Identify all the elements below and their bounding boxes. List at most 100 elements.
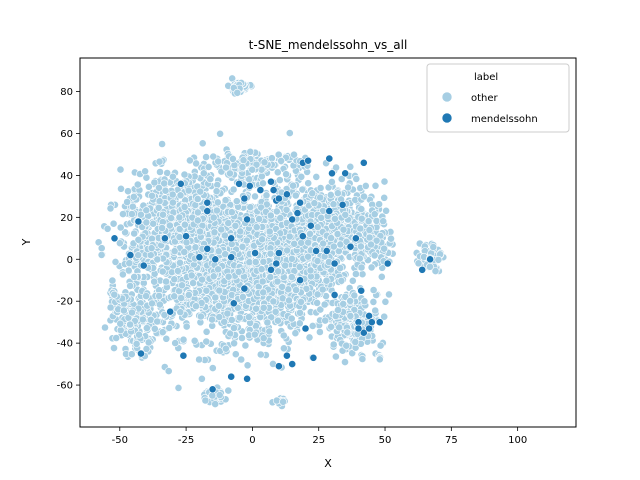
point-other [287,273,296,281]
point-other [327,322,335,331]
point-mendelssohn [418,265,427,274]
point-other [277,156,285,165]
point-other [266,249,275,258]
point-other [414,259,423,268]
point-other [121,228,129,237]
point-other [317,213,326,222]
point-other [357,205,366,213]
point-mendelssohn [309,353,318,362]
point-other [258,277,267,286]
point-other [370,251,379,260]
point-other [116,165,125,174]
y-tick-label: 40 [60,171,73,182]
point-other [356,224,365,233]
point-other [297,172,306,181]
point-other [155,183,163,192]
point-other [252,223,261,232]
point-other [175,233,184,241]
point-other [174,383,183,392]
point-other [260,158,269,167]
point-other [155,197,164,206]
point-other [170,247,179,256]
point-other [285,232,294,241]
point-other [241,341,250,350]
point-other [119,210,127,218]
point-other [380,193,389,202]
point-other [320,300,329,309]
point-other [117,184,125,193]
point-other [341,358,349,366]
point-mendelssohn [137,349,145,358]
point-other [176,258,184,267]
point-other [173,266,182,275]
point-other [236,227,245,236]
point-other [429,243,438,251]
point-other [153,255,162,264]
point-other [109,219,118,228]
point-other [259,334,268,343]
point-other [209,272,218,281]
point-other [304,179,313,188]
point-other [258,235,266,244]
point-other [346,311,355,320]
point-mendelssohn [160,234,169,243]
point-other [180,170,189,179]
point-mendelssohn [110,234,119,243]
point-other [165,221,174,230]
y-tick-label: -40 [57,339,73,350]
point-other [370,210,379,219]
point-other [385,290,393,299]
point-other [214,301,223,310]
point-mendelssohn [330,290,339,299]
point-other [351,270,360,278]
point-mendelssohn [227,372,236,381]
point-other [215,391,224,399]
point-other [196,312,205,321]
point-other [382,206,390,215]
point-other [357,214,366,223]
point-other [256,350,265,359]
point-other [193,216,202,225]
point-other [348,276,357,285]
point-other [136,210,145,219]
point-other [215,313,224,321]
point-other [160,179,169,188]
point-other [175,213,184,222]
point-other [252,304,260,313]
point-other [116,319,125,328]
point-mendelssohn [298,232,307,241]
point-other [202,327,211,336]
point-other [379,217,388,226]
point-other [202,337,211,346]
point-other [204,162,213,171]
point-other [210,228,219,237]
point-other [133,180,142,189]
point-other [226,169,234,178]
point-other [155,300,164,309]
point-other [327,234,335,242]
point-other [187,271,196,280]
point-other [110,290,119,299]
point-other [177,294,186,302]
point-mendelssohn [203,244,212,253]
point-mendelssohn [383,259,392,268]
point-other [259,288,268,297]
point-other [279,331,288,340]
point-other [231,350,240,359]
point-other [238,242,247,251]
point-other [291,191,300,200]
point-other [361,181,370,190]
point-other [158,267,167,276]
x-tick-label: -25 [178,435,194,446]
point-mendelssohn [240,284,249,293]
point-mendelssohn [304,156,312,165]
point-other [313,298,321,307]
point-other [295,263,304,271]
y-axis-label: Y [20,238,33,246]
point-other [199,169,208,178]
point-other [346,162,355,171]
point-other [198,275,206,284]
point-other [227,208,236,217]
legend: label other mendelssohn [426,63,570,133]
point-other [266,273,275,281]
